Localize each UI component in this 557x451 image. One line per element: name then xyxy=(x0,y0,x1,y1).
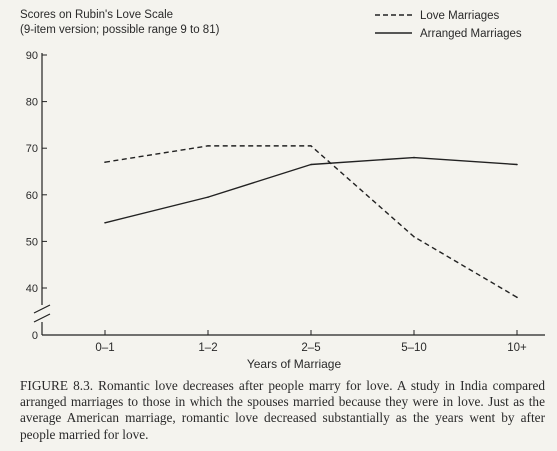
y-tick-label: 0 xyxy=(32,330,38,342)
y-tick-label: 40 xyxy=(26,283,38,295)
y-axis-ticks: 0 40 50 60 70 80 90 xyxy=(26,50,47,342)
axis-break-mark-upper xyxy=(33,304,51,314)
x-tick-label: 0–1 xyxy=(95,342,114,354)
axis-break-mark-lower xyxy=(33,313,51,323)
line-chart: Scores on Rubin's Love Scale (9-item ver… xyxy=(20,9,545,371)
y-tick-label: 50 xyxy=(26,236,38,248)
x-tick-label: 2–5 xyxy=(301,342,320,354)
y-tick-label: 60 xyxy=(26,190,38,202)
arranged-marriages-line xyxy=(104,156,518,224)
x-tick-label: 5–10 xyxy=(401,342,427,354)
x-axis-label: Years of Marriage xyxy=(247,357,342,371)
love-data-point xyxy=(516,296,518,299)
chart-subtitle: (9-item version; possible range 9 to 81) xyxy=(20,24,220,36)
love-marriages-line xyxy=(104,145,518,298)
love-data-point xyxy=(104,161,106,163)
arranged-data-point xyxy=(104,221,106,224)
arranged-data-point xyxy=(516,163,518,166)
legend-label-arranged: Arranged Marriages xyxy=(420,28,522,40)
axes xyxy=(33,53,545,336)
arranged-data-point xyxy=(413,156,415,159)
love-data-point xyxy=(310,145,312,147)
arranged-data-point xyxy=(207,196,209,198)
y-tick-label: 70 xyxy=(26,143,38,155)
x-tick-label: 10+ xyxy=(507,342,527,354)
y-tick-label: 90 xyxy=(26,50,38,62)
arranged-data-point xyxy=(310,163,312,166)
legend-label-love: Love Marriages xyxy=(420,10,500,22)
love-data-point xyxy=(207,145,209,147)
series-lines xyxy=(104,145,518,299)
love-data-point xyxy=(413,235,415,238)
x-axis-ticks: 0–1 1–2 2–5 5–10 10+ xyxy=(95,330,527,354)
chart-title: Scores on Rubin's Love Scale xyxy=(20,9,173,21)
y-tick-label: 80 xyxy=(26,97,38,109)
legend: Love Marriages Arranged Marriages xyxy=(375,10,522,40)
x-tick-label: 1–2 xyxy=(198,342,217,354)
figure-caption: FIGURE 8.3. Romantic love decreases afte… xyxy=(20,378,545,442)
